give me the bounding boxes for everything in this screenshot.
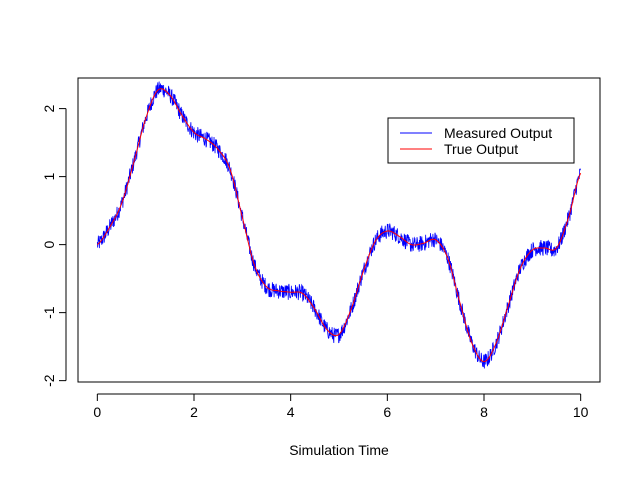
series-layer bbox=[96, 81, 582, 369]
x-tick-label: 6 bbox=[383, 404, 391, 420]
y-tick-label: -1 bbox=[41, 306, 57, 319]
x-axis: 0 2 4 6 8 10 bbox=[93, 393, 589, 420]
series-line-measured-output bbox=[96, 81, 582, 369]
x-tick-label: 8 bbox=[480, 404, 488, 420]
y-axis: -2 -1 0 1 2 bbox=[41, 105, 67, 387]
x-tick-label: 10 bbox=[573, 404, 589, 420]
x-tick-label: 2 bbox=[190, 404, 198, 420]
series-line-true-output bbox=[97, 88, 582, 363]
y-tick-label: 2 bbox=[41, 105, 57, 113]
y-tick-label: 0 bbox=[41, 241, 57, 249]
y-tick-label: -2 bbox=[41, 374, 57, 387]
x-tick-label: 0 bbox=[93, 404, 101, 420]
plot-frame bbox=[77, 77, 601, 383]
legend-label-measured: Measured Output bbox=[444, 125, 552, 141]
legend: Measured Output True Output bbox=[387, 117, 575, 164]
x-tick-label: 4 bbox=[287, 404, 295, 420]
y-tick-label: 1 bbox=[41, 173, 57, 181]
legend-label-true: True Output bbox=[444, 141, 518, 157]
legend-box bbox=[387, 117, 575, 164]
x-axis-label: Simulation Time bbox=[289, 442, 389, 458]
